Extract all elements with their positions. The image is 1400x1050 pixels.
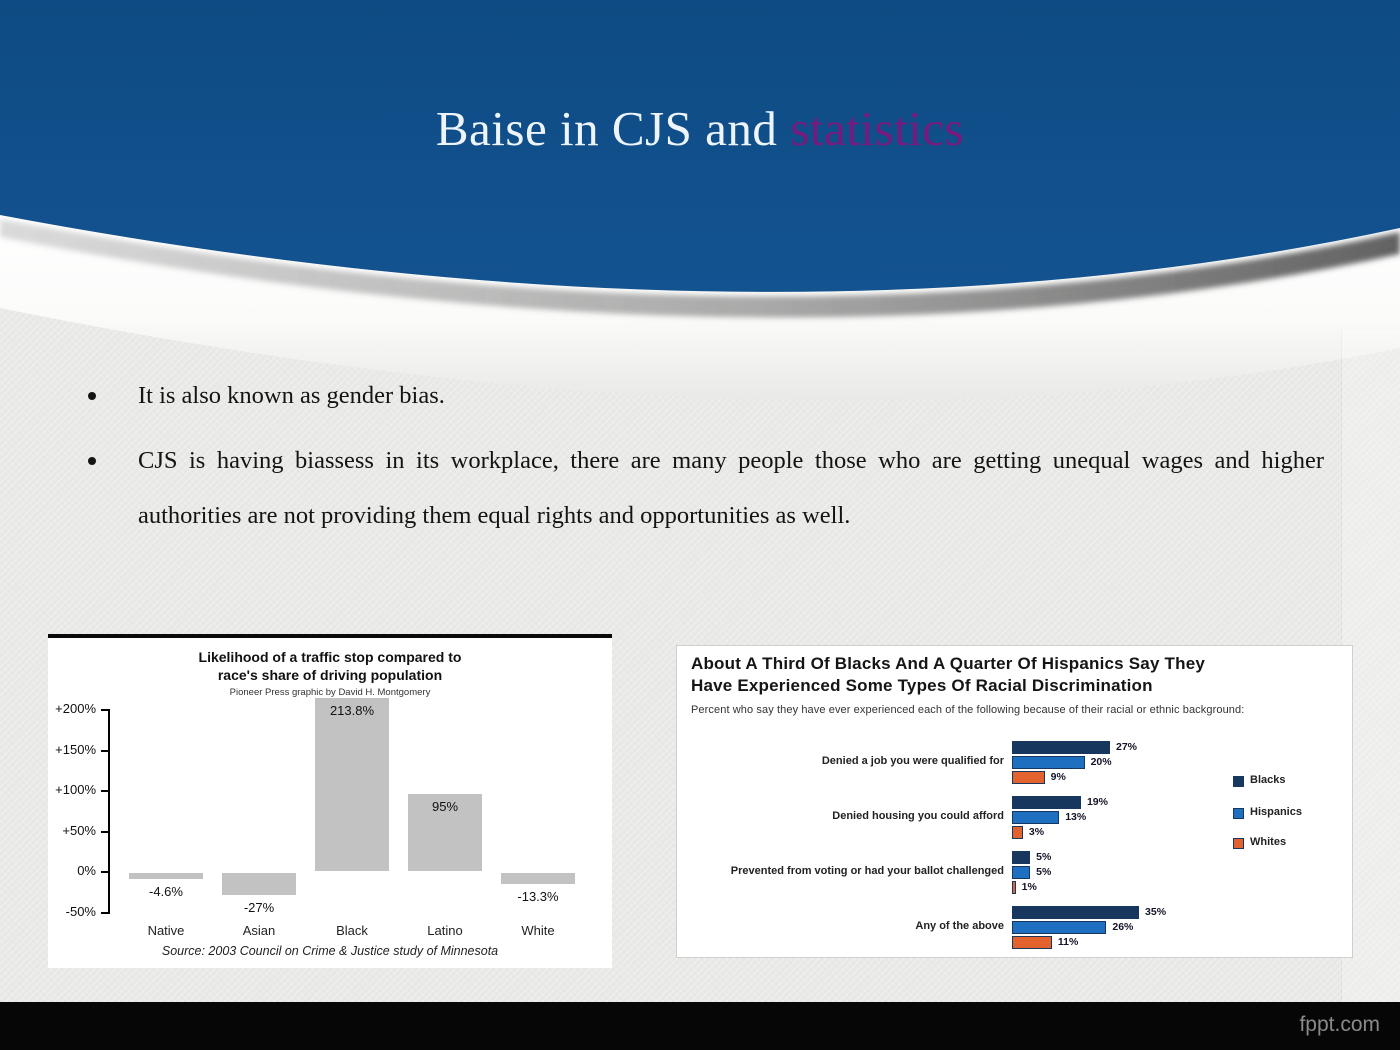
legend-swatch-hispanics — [1233, 808, 1244, 819]
chart-title-line1: About A Third Of Blacks And A Quarter Of… — [691, 654, 1206, 673]
bar-hispanics — [1012, 811, 1060, 824]
bar-value-label: -13.3% — [517, 888, 559, 904]
chart-subtitle: Pioneer Press graphic by David H. Montgo… — [229, 687, 431, 698]
bar-value-label: 27% — [1116, 741, 1138, 753]
bar-value-label: 26% — [1112, 921, 1134, 933]
group-label: Prevented from voting or had your ballot… — [730, 865, 1004, 877]
bullet-icon — [88, 392, 96, 400]
bar-value-label: 20% — [1090, 756, 1112, 768]
bar-value-label: 11% — [1057, 936, 1079, 948]
chart-source: Source: 2003 Council on Crime & Justice … — [161, 944, 499, 958]
y-axis-tick-label: +150% — [55, 741, 96, 757]
group-label: Denied a job you were qualified for — [821, 755, 1004, 767]
bar-value-label: 19% — [1086, 796, 1108, 808]
discrimination-survey-chart: About A Third Of Blacks And A Quarter Of… — [676, 645, 1353, 958]
y-axis-tick — [101, 871, 108, 873]
page-title: Baise in CJS and statistics — [0, 100, 1400, 157]
x-category-label: Native — [147, 923, 185, 938]
bar-value-label: -27% — [243, 899, 275, 915]
bar — [315, 697, 389, 871]
bar-value-label: 9% — [1050, 771, 1066, 783]
bar-blacks — [1012, 851, 1031, 864]
bar-hispanics — [1012, 756, 1085, 769]
y-axis-line — [108, 709, 110, 914]
bar-whites — [1012, 771, 1045, 784]
bullet-icon — [88, 457, 96, 465]
y-axis-tick — [101, 830, 108, 833]
y-axis-tick-label: +200% — [55, 701, 96, 716]
bar — [129, 873, 203, 879]
legend-label-whites: Whites — [1250, 836, 1287, 848]
chart-subtitle: Percent who say they have ever experienc… — [691, 704, 1245, 716]
bar-whites — [1012, 881, 1016, 894]
chart-title-line1: Likelihood of a traffic stop compared to — [198, 649, 462, 665]
bar-value-label: 5% — [1036, 866, 1052, 878]
bar-value-label: 3% — [1028, 826, 1045, 838]
bar-hispanics — [1012, 866, 1031, 879]
header-blue-shape — [0, 0, 1400, 292]
header-curve-graphic — [0, 0, 1400, 401]
x-category-label: White — [521, 923, 555, 938]
bar — [222, 873, 296, 895]
page-title-main: Baise in CJS and — [435, 101, 778, 156]
header-shadow-band — [0, 219, 1400, 318]
y-axis-tick — [101, 709, 108, 711]
group-label: Any of the above — [915, 920, 1004, 932]
bar-value-label: 13% — [1065, 811, 1087, 823]
legend-swatch-blacks — [1233, 776, 1244, 787]
bar-value-label: 5% — [1036, 851, 1052, 863]
bar-blacks — [1012, 796, 1081, 809]
bar-whites — [1012, 826, 1023, 839]
bullet-text-2: CJS is having biassess in its workplace,… — [138, 447, 1324, 529]
bullet-item-1: It is also known as gender bias. — [85, 368, 1324, 423]
bar-value-label: 95% — [431, 799, 459, 815]
footer-bar: fppt.com — [0, 1002, 1400, 1050]
chart-title-line2: race's share of driving population — [217, 667, 443, 683]
bar-value-label: 213.8% — [329, 702, 375, 718]
bullet-text-1: It is also known as gender bias. — [138, 382, 445, 409]
y-axis-tick — [101, 790, 108, 792]
x-category-label: Asian — [242, 923, 276, 938]
legend-label-hispanics: Hispanics — [1250, 806, 1302, 818]
bar-blacks — [1012, 741, 1110, 754]
y-axis-tick — [101, 749, 108, 752]
bar-whites — [1012, 936, 1052, 949]
bar — [408, 794, 482, 871]
traffic-stop-chart: Likelihood of a traffic stop compared to… — [48, 634, 612, 968]
y-axis-tick-label: -50% — [65, 903, 96, 919]
bar-value-label: 1% — [1021, 881, 1037, 893]
watermark: fppt.com — [1299, 1013, 1380, 1036]
page-title-accent: statistics — [790, 101, 965, 156]
y-axis-tick-label: +100% — [55, 782, 96, 797]
bar — [501, 873, 575, 884]
bar-blacks — [1012, 906, 1140, 919]
bar-hispanics — [1012, 921, 1107, 934]
y-axis-tick-label: +50% — [62, 822, 96, 838]
legend-swatch-whites — [1233, 838, 1244, 849]
bullet-item-2: CJS is having biassess in its workplace,… — [85, 433, 1324, 543]
bar-value-label: 35% — [1145, 906, 1167, 918]
chart-top-rule — [48, 634, 612, 638]
x-category-label: Latino — [427, 923, 463, 938]
chart-title-line2: Have Experienced Some Types Of Racial Di… — [691, 676, 1153, 695]
y-axis-tick — [101, 911, 108, 914]
bar-value-label: -4.6% — [149, 884, 183, 899]
group-label: Denied housing you could afford — [832, 810, 1004, 822]
x-category-label: Black — [336, 923, 368, 938]
y-axis-tick-label: 0% — [77, 863, 96, 878]
legend-label-blacks: Blacks — [1250, 774, 1286, 786]
